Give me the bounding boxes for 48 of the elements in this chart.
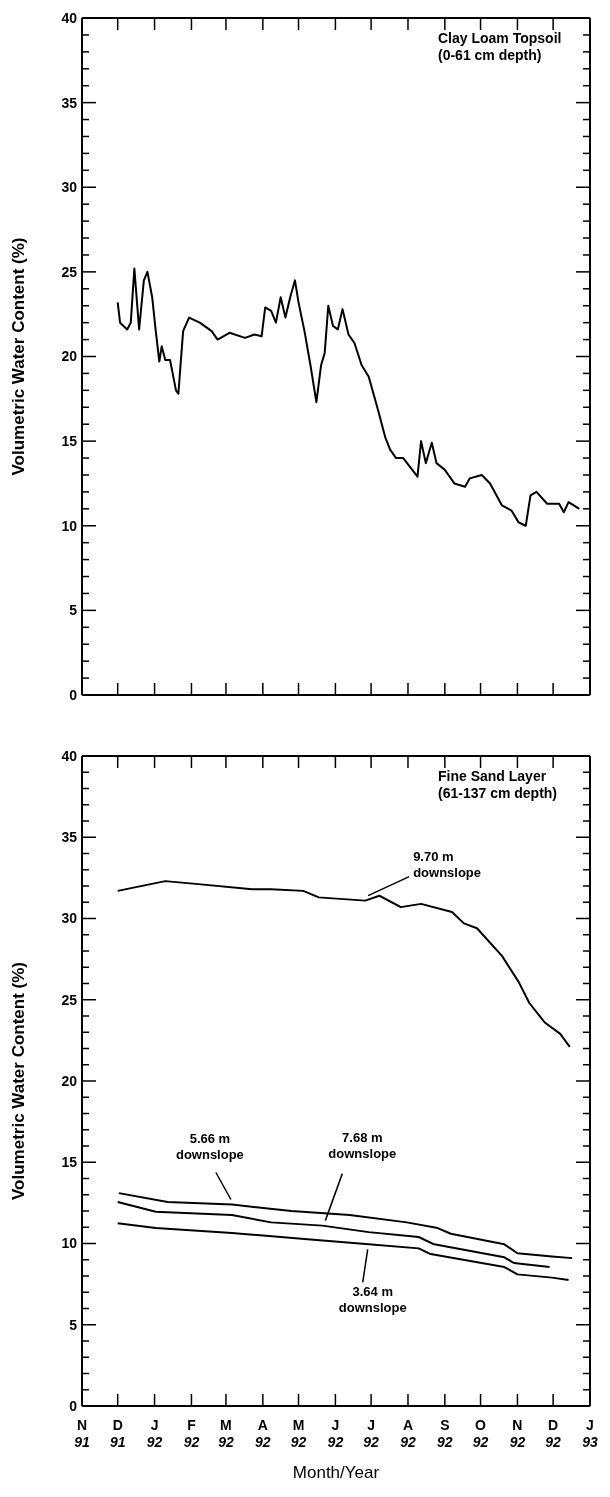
text: Fine Sand Layer [438, 768, 548, 785]
x-tick-label: D 92 [545, 1416, 562, 1450]
x-tick-label: M 92 [218, 1416, 234, 1450]
line-series [116, 1201, 551, 1269]
y-tick-label: 30 [61, 910, 78, 927]
y-tick-label: 5 [69, 602, 78, 619]
x-tick-label: N 91 [74, 1416, 90, 1450]
y-tick-label: 15 [61, 433, 78, 450]
text: 7.68 m downslope [328, 1129, 397, 1161]
series-label: 9.70 m downslope [413, 848, 482, 880]
text: (0-61 cm depth) [438, 47, 543, 64]
x-tick-label: N 92 [509, 1416, 526, 1450]
y-axis-title: Volumetric Water Content (%) [9, 961, 29, 1201]
x-tick-label: J 93 [582, 1416, 598, 1450]
y-tick-label: 40 [61, 9, 78, 26]
text: 5.66 m downslope [175, 1130, 244, 1162]
x-tick-label: A 92 [255, 1416, 271, 1450]
x-tick-label: D 91 [109, 1416, 126, 1450]
y-tick-label: 25 [61, 991, 78, 1008]
y-tick-label: 5 [69, 1316, 78, 1333]
y-tick-label: 40 [61, 747, 78, 764]
x-tick-label: J 92 [363, 1416, 380, 1450]
y-tick-label: 20 [61, 348, 78, 365]
text: Clay Loam Topsoil [438, 30, 562, 47]
y-tick-label: 20 [61, 1072, 78, 1089]
x-tick-label: A 92 [400, 1416, 416, 1450]
y-tick-label: 0 [69, 1397, 78, 1414]
x-tick-label: F 92 [183, 1416, 200, 1450]
text: (61-137 cm depth) [438, 785, 558, 802]
x-axis-title: Month/Year [292, 1463, 380, 1482]
y-tick-label: 15 [61, 1154, 78, 1171]
y-tick-label: 35 [61, 94, 78, 111]
y-tick-label: 10 [61, 1235, 78, 1252]
x-tick-label: S 92 [437, 1416, 453, 1450]
x-tick-label: J 92 [327, 1416, 344, 1450]
y-axis-title: Volumetric Water Content (%) [9, 237, 29, 476]
y-tick-label: 30 [61, 179, 78, 196]
x-tick-label: M 92 [290, 1416, 307, 1450]
y-tick-label: 10 [61, 517, 78, 534]
line-series [116, 1222, 570, 1282]
line-series [116, 880, 571, 1048]
x-tick-label: J 92 [146, 1416, 163, 1450]
text: 3.64 m downslope [338, 1284, 407, 1316]
x-tick-label: O 92 [472, 1416, 489, 1450]
line-series [117, 1192, 574, 1260]
y-tick-label: 0 [69, 686, 78, 703]
y-tick-label: 25 [61, 263, 78, 280]
y-tick-label: 35 [61, 829, 78, 846]
